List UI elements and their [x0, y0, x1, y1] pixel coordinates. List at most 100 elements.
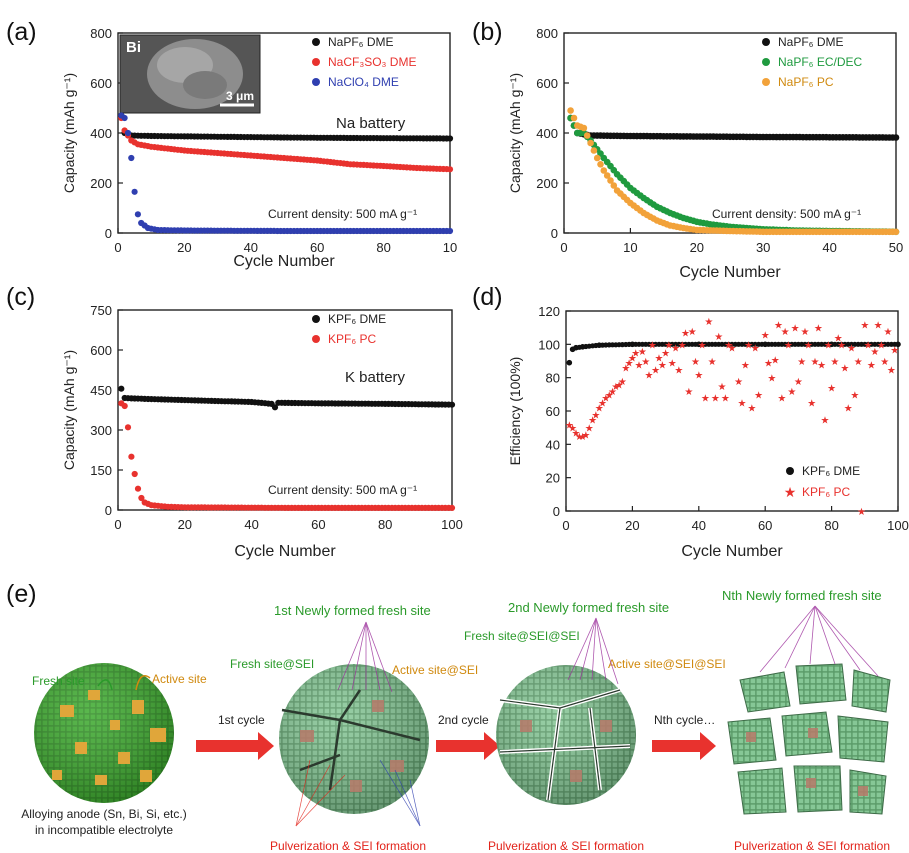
data-point — [131, 470, 138, 478]
note-b: Current density: 500 mA g⁻¹ — [712, 207, 861, 221]
data-point: ★ — [824, 340, 833, 351]
legend-item: NaPF₆ DME — [328, 35, 394, 49]
data-point: ★ — [880, 357, 889, 368]
x-tick-label: 100 — [887, 518, 909, 533]
label-pulv-1: Pulverization & SEI formation — [270, 839, 426, 853]
data-point: ★ — [585, 424, 594, 435]
data-point: ★ — [635, 360, 644, 371]
x-tick-label: 80 — [824, 518, 838, 533]
data-point: ★ — [711, 394, 720, 405]
data-point — [124, 424, 132, 431]
data-point: ★ — [674, 365, 683, 376]
data-point: ★ — [764, 359, 773, 370]
data-point: ★ — [651, 365, 660, 376]
anode-sphere-intact — [34, 663, 174, 803]
pointer-lines-sei-1 — [379, 759, 421, 827]
label-cycle-1: 1st cycle — [218, 713, 265, 727]
x-tick-label: 0 — [560, 240, 567, 255]
x-tick-label: 0 — [562, 518, 569, 533]
label-cycle-2: 2nd cycle — [438, 713, 489, 727]
data-point — [600, 167, 608, 174]
x-axis-label-a: Cycle Number — [233, 253, 335, 270]
y-tick-label: 600 — [90, 76, 112, 91]
y-tick-label: 0 — [551, 226, 558, 241]
y-axis-label-b: Capacity (mAh g⁻¹) — [507, 73, 523, 193]
y-tick-label: 40 — [546, 437, 560, 452]
y-tick-label: 200 — [90, 176, 112, 191]
x-tick-label: 80 — [376, 240, 390, 255]
data-point: ★ — [718, 382, 727, 393]
legend-item: KPF₆ PC — [328, 332, 377, 346]
data-point: ★ — [595, 404, 604, 415]
data-point — [124, 129, 132, 137]
data-point — [134, 211, 141, 218]
data-point: ★ — [684, 387, 693, 398]
y-tick-label: 0 — [105, 503, 112, 518]
data-point — [567, 107, 574, 114]
label-new-2: 2nd Newly formed fresh site — [508, 600, 669, 615]
data-point: ★ — [721, 394, 730, 405]
data-point: ★ — [801, 327, 810, 338]
data-point: ★ — [884, 327, 893, 338]
label-fresh-sei-2: Fresh site@SEI@SEI — [464, 629, 580, 643]
chart-panel-b: 0 10 20 30 40 50 0 200 400 600 800 Cycle Number Ca… — [507, 26, 903, 281]
data-marks-b — [567, 107, 900, 236]
legend-c: KPF₆ DME KPF₆ PC — [312, 312, 386, 346]
data-point: ★ — [804, 340, 813, 351]
data-point: ★ — [877, 340, 886, 351]
legend-marker — [312, 78, 320, 86]
y-tick-label: 600 — [90, 343, 112, 358]
data-point: ★ — [830, 357, 839, 368]
data-point: ★ — [774, 320, 783, 331]
data-point — [448, 504, 456, 511]
axis-ticks-d: 0 20 40 60 80 100 0 20 40 60 80 100 120 — [538, 304, 909, 533]
data-point: ★ — [777, 394, 786, 405]
y-tick-label: 0 — [105, 226, 112, 241]
legend-item: KPF₆ DME — [328, 312, 386, 326]
data-point: ★ — [784, 340, 793, 351]
x-tick-label: 60 — [758, 518, 772, 533]
data-point: ★ — [781, 327, 790, 338]
data-point — [446, 135, 454, 142]
annotation-a: Na battery — [336, 115, 406, 132]
data-point — [134, 485, 142, 492]
data-point: ★ — [844, 404, 853, 415]
x-tick-label: 60 — [311, 517, 325, 532]
data-point: ★ — [628, 354, 637, 365]
x-axis-label-c: Cycle Number — [234, 543, 336, 560]
legend-marker — [312, 38, 320, 46]
y-axis-label-c: Capacity (mAh g⁻¹) — [61, 350, 77, 470]
data-point: ★ — [854, 357, 863, 368]
y-axis-label-a: Capacity (mAh g⁻¹) — [61, 73, 77, 193]
pointer-lines-new-2 — [567, 617, 619, 685]
x-tick-label: 10 — [623, 240, 637, 255]
data-point: ★ — [860, 320, 869, 331]
note-c: Current density: 500 mA g⁻¹ — [268, 483, 417, 497]
data-point: ★ — [664, 340, 673, 351]
legend-d: KPF₆ DME ★ KPF₆ PC — [784, 464, 860, 501]
data-point: ★ — [615, 380, 624, 391]
plot-frame-c — [117, 309, 453, 511]
data-point — [583, 132, 591, 139]
data-marks-d: ★★★★★★★★★★★★★★★★★★★★★★★★★★★★★★★★★★★★★★★★… — [565, 317, 901, 518]
y-tick-label: 600 — [536, 76, 558, 91]
y-tick-label: 0 — [553, 504, 560, 519]
data-point: ★ — [794, 377, 803, 388]
label-fresh-sei-1: Fresh site@SEI — [230, 657, 314, 671]
data-point: ★ — [811, 357, 820, 368]
legend-item: NaPF₆ DME — [778, 35, 844, 49]
data-point: ★ — [817, 360, 826, 371]
data-point — [590, 147, 598, 154]
data-point — [570, 114, 578, 122]
x-tick-label: 80 — [378, 517, 392, 532]
legend-item: NaCF₃SO₃ DME — [328, 55, 416, 69]
panel-label-a: (a) — [6, 18, 37, 46]
data-point: ★ — [744, 340, 753, 351]
data-point — [610, 182, 618, 189]
anode-sphere-cycle-1 — [279, 664, 429, 814]
data-point: ★ — [701, 394, 710, 405]
x-tick-label: 40 — [244, 517, 258, 532]
